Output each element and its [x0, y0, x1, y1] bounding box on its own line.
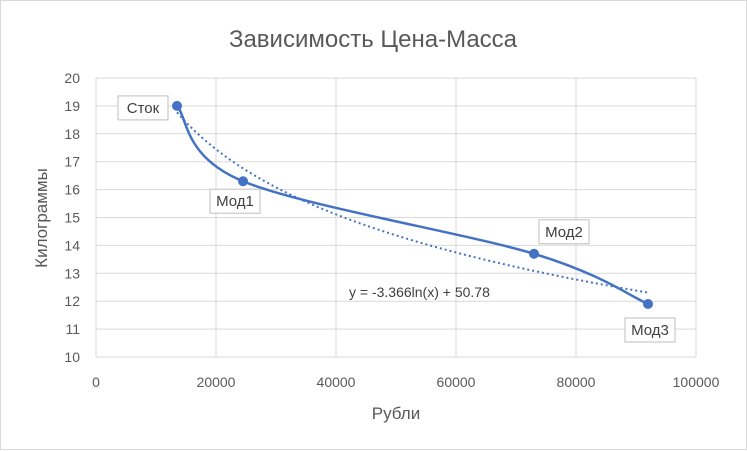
data-label-text: Мод3	[631, 322, 669, 339]
trendline-layer	[176, 111, 649, 294]
data-point-marker	[529, 248, 539, 259]
data-point-marker	[643, 298, 653, 309]
y-tick-label: 10	[64, 349, 80, 365]
x-tick-label: 100000	[673, 374, 720, 390]
y-tick-label: 16	[64, 182, 80, 198]
x-tick-label: 80000	[557, 374, 596, 390]
data-label-box	[209, 188, 261, 214]
y-tick-label: 15	[64, 210, 80, 226]
y-tick-label: 12	[64, 293, 80, 309]
trendline-equation: y = -3.366ln(x) + 50.78	[349, 284, 490, 300]
data-label-text: Мод1	[216, 193, 254, 210]
y-tick-label: 11	[65, 321, 80, 337]
x-axis-title: Рубли	[372, 404, 420, 423]
data-label: Сток	[117, 95, 169, 121]
y-tick-label: 19	[64, 98, 80, 114]
trendline	[176, 111, 649, 294]
data-point-marker	[238, 176, 248, 187]
data-label-box	[117, 95, 169, 121]
tick-layer: 10 11 12 13 14 15 16 17 18 19 20 0 20000 40000 60000 80…	[64, 70, 719, 390]
chart-title: Зависимость Цена-Масса	[229, 26, 518, 53]
grid-layer	[95, 77, 697, 358]
data-point-marker	[172, 100, 182, 111]
x-tick-label: 60000	[437, 374, 476, 390]
y-tick-label: 14	[64, 237, 80, 253]
y-tick-label: 13	[64, 265, 80, 281]
data-label: Мод1	[209, 188, 261, 214]
x-tick-label: 0	[92, 374, 100, 390]
series-layer	[172, 100, 653, 309]
x-tick-label: 40000	[317, 374, 356, 390]
data-label-text: Сток	[127, 100, 160, 117]
y-tick-label: 17	[64, 154, 80, 170]
data-label-box	[538, 219, 590, 245]
data-label: Мод2	[538, 219, 590, 245]
label-layer: Сток Мод1 Мод2 Мод3	[117, 95, 676, 343]
data-label-text: Мод2	[545, 224, 583, 241]
x-tick-label: 20000	[197, 374, 236, 390]
y-axis-title: Килограммы	[32, 168, 51, 268]
data-label: Мод3	[624, 317, 676, 343]
series-line	[175, 105, 649, 306]
y-tick-label: 18	[64, 126, 80, 142]
y-tick-label: 20	[64, 70, 80, 86]
data-label-box	[624, 317, 676, 343]
